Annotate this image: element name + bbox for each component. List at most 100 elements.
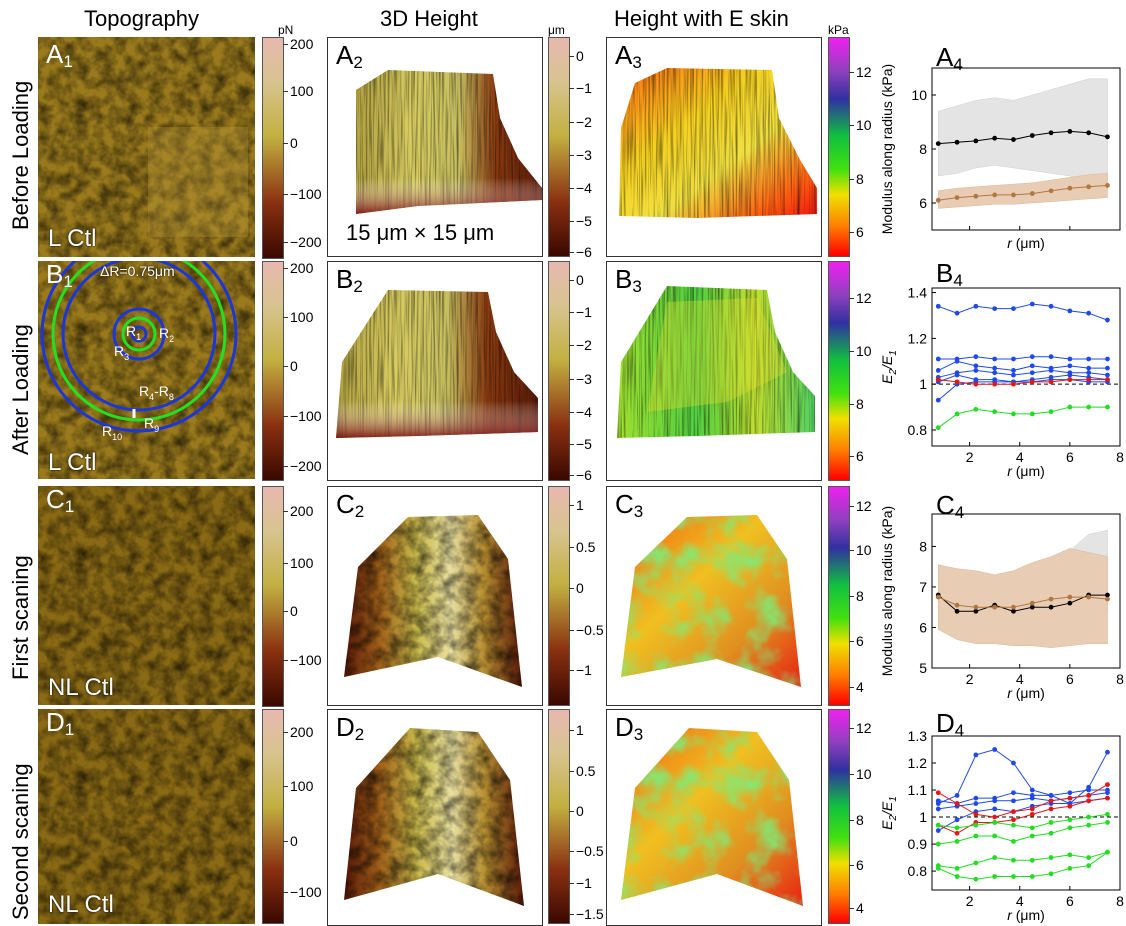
series-line-0 xyxy=(937,594,1108,612)
data-point xyxy=(1105,356,1110,362)
tick: −200 xyxy=(283,234,322,250)
data-point xyxy=(973,608,979,614)
data-point xyxy=(1048,830,1054,836)
data-point xyxy=(1105,820,1110,825)
row-label-after: After Loading xyxy=(8,324,33,455)
data-point xyxy=(954,830,960,836)
data-point xyxy=(1105,592,1110,598)
data-point xyxy=(935,425,941,431)
series-line-7 xyxy=(938,822,1108,845)
x-tick-label: 4 xyxy=(1016,671,1024,687)
colorbar-topo-d xyxy=(262,709,284,924)
chart-c4: 5 6 7 8 2 4 6 8 r (μm) Modulus along radius (kPa) xyxy=(879,506,1124,701)
data-point xyxy=(1105,849,1110,855)
data-point xyxy=(992,370,998,376)
x-axis-label: r (μm) xyxy=(1007,235,1045,251)
tick: 0 xyxy=(283,603,298,619)
height-3d-panel-b2: B2 xyxy=(327,261,543,481)
data-point xyxy=(954,358,960,364)
y-tick-label: 7 xyxy=(919,579,927,595)
data-point xyxy=(1086,814,1092,820)
tick: −4 xyxy=(569,404,592,420)
tick: 1 xyxy=(569,497,584,513)
data-point xyxy=(973,381,979,387)
series-line-6 xyxy=(938,813,1108,829)
tick: 10 xyxy=(849,542,872,558)
ring-label-r2: R2 xyxy=(159,325,175,344)
tick: −3 xyxy=(569,371,592,387)
data-point xyxy=(1067,377,1073,382)
series-line-2 xyxy=(938,792,1108,810)
colorbar-height-c xyxy=(548,486,570,706)
tick: 10 xyxy=(849,766,872,782)
x-tick-label: 6 xyxy=(1066,449,1074,465)
data-point xyxy=(954,865,960,871)
band-1 xyxy=(938,173,1108,209)
ring-label-r3: R3 xyxy=(114,343,130,362)
tick: 4 xyxy=(849,900,864,916)
label-b3: B xyxy=(615,264,633,294)
data-point xyxy=(1105,811,1110,817)
tick: 0 xyxy=(283,833,298,849)
data-point xyxy=(1067,852,1073,858)
label-c4: C xyxy=(936,490,955,520)
series-line-4 xyxy=(938,374,1108,383)
x-tick-label: 2 xyxy=(966,893,974,909)
y-tick-label: 0.8 xyxy=(908,422,928,438)
data-point xyxy=(1011,604,1016,610)
label-c3: C xyxy=(615,489,634,519)
data-point xyxy=(1105,782,1110,788)
data-point xyxy=(1067,803,1073,809)
data-point xyxy=(1029,379,1035,385)
y-axis-label: Modulus along radius (kPa) xyxy=(879,506,895,676)
colorbar-modulus-d xyxy=(828,709,850,924)
data-point xyxy=(1048,604,1054,610)
data-point xyxy=(1105,372,1110,378)
tick: 100 xyxy=(282,555,314,571)
tick: −100 xyxy=(283,884,322,900)
data-point xyxy=(1086,855,1092,860)
data-point xyxy=(1029,354,1035,360)
unit-pn: pN xyxy=(278,23,294,37)
data-point xyxy=(992,306,998,312)
data-point xyxy=(954,372,960,378)
data-point xyxy=(1029,600,1035,606)
chart-d4: 0.8 0.9 1 1.1 1.2 1.3 2 4 6 8 r (μm) E2/E1 xyxy=(879,728,1124,923)
series-line-8 xyxy=(938,851,1108,869)
data-point xyxy=(1067,372,1073,378)
y-tick-label: 1 xyxy=(919,376,927,392)
data-point xyxy=(1105,365,1110,371)
data-point xyxy=(992,381,998,387)
tick: −2 xyxy=(569,114,592,130)
data-point xyxy=(992,192,998,198)
tick: −1.5 xyxy=(569,906,604,922)
unit-kpa: kPa xyxy=(828,23,849,37)
data-point xyxy=(1048,793,1054,798)
data-point xyxy=(1029,363,1035,369)
y-tick-label: 10 xyxy=(911,87,927,103)
data-point xyxy=(954,838,960,844)
label-d1: D xyxy=(46,707,65,737)
tick: −6 xyxy=(569,244,592,260)
ring-label-r1: R1 xyxy=(126,323,142,342)
data-point xyxy=(992,409,998,415)
data-point xyxy=(973,138,979,144)
tick: −0.5 xyxy=(569,843,604,859)
data-point xyxy=(1067,129,1073,134)
data-point xyxy=(935,141,941,146)
series-line-0 xyxy=(938,748,1108,805)
y-tick-label: 1.2 xyxy=(908,330,928,346)
data-point xyxy=(1048,806,1054,812)
data-point xyxy=(1105,183,1110,188)
data-point xyxy=(1105,795,1110,801)
ring-label-r9: R9 xyxy=(144,415,160,434)
data-point xyxy=(954,608,960,614)
tick: 6 xyxy=(849,633,864,649)
data-point xyxy=(1011,822,1016,828)
label-b4: B xyxy=(936,258,954,288)
data-point xyxy=(973,822,979,828)
tick: 0.5 xyxy=(568,539,596,555)
tick: −6 xyxy=(569,467,592,483)
data-point xyxy=(954,411,960,417)
tick: −2 xyxy=(569,337,592,353)
